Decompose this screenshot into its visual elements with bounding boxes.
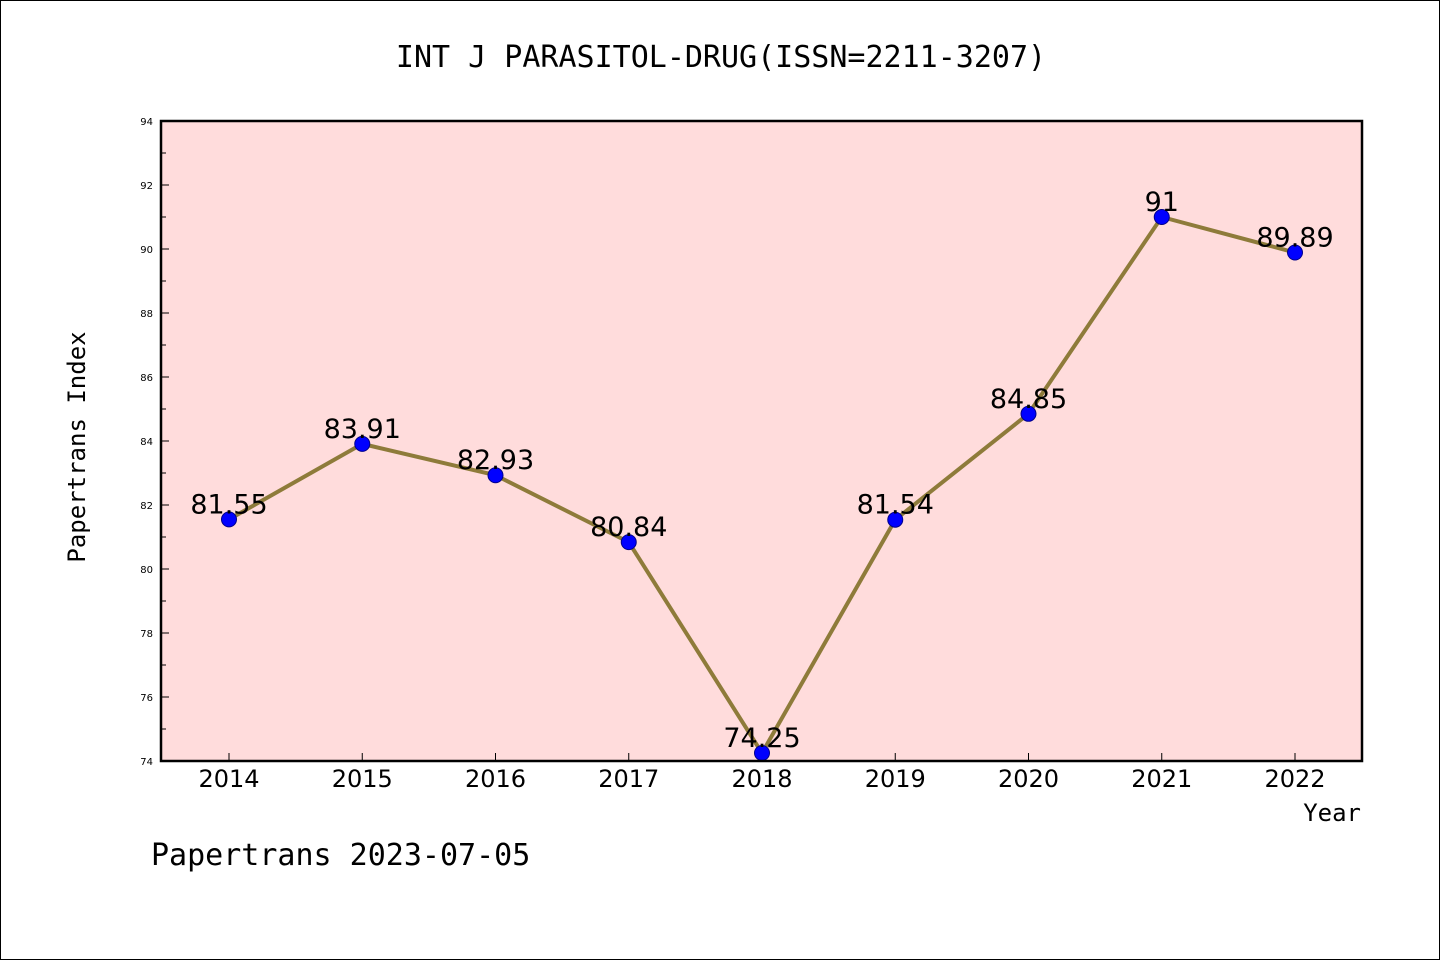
y-tick-label: 84 [140, 437, 153, 448]
data-point [221, 511, 237, 528]
y-axis-label: Papertrans Index [63, 331, 91, 562]
y-tick-label: 92 [140, 181, 153, 192]
x-tick-label: 2017 [598, 765, 659, 793]
y-tick-label: 86 [140, 373, 153, 384]
x-axis-label: Year [1303, 799, 1361, 827]
y-axis-ticks: 74 76 78 80 82 84 86 88 90 92 94 [140, 117, 169, 768]
chart-title: INT J PARASITOL-DRUG(ISSN=2211-3207) [396, 40, 1046, 75]
y-tick-label: 94 [140, 117, 153, 128]
data-point [1287, 244, 1303, 261]
data-label: 91 [1145, 187, 1179, 218]
data-point [354, 435, 371, 452]
x-tick-label: 2015 [332, 765, 393, 793]
y-tick-label: 82 [140, 501, 153, 512]
data-labels: 81.55 83.91 82.93 80.84 74.25 81.54 84.85 91 89.… [190, 187, 1333, 754]
data-label: 82.93 [457, 445, 534, 476]
data-label: 81.55 [190, 489, 267, 520]
x-tick-label: 2019 [865, 765, 926, 793]
data-point [620, 534, 637, 551]
data-label: 81.54 [857, 490, 934, 521]
data-label: 84.85 [990, 384, 1067, 415]
x-tick-label: 2020 [998, 765, 1059, 793]
data-points [221, 209, 1303, 761]
y-tick-label: 80 [140, 565, 153, 576]
y-tick-label: 74 [140, 757, 153, 768]
y-tick-label: 88 [140, 309, 153, 320]
data-point [487, 467, 504, 484]
x-axis-ticks: 2014 2015 2016 2017 2018 2019 2020 2021 2022 [198, 753, 1326, 793]
data-label: 74.25 [723, 723, 800, 754]
x-tick-label: 2021 [1131, 765, 1192, 793]
y-tick-label: 90 [140, 245, 153, 256]
x-tick-label: 2022 [1264, 765, 1325, 793]
data-point [1153, 209, 1170, 225]
x-tick-label: 2016 [465, 765, 526, 793]
plot-border [159, 119, 1364, 763]
data-point [887, 511, 904, 528]
footer-text: Papertrans 2023-07-05 [151, 838, 530, 873]
y-tick-label: 76 [140, 693, 153, 704]
data-point [1020, 405, 1037, 422]
data-label: 89.89 [1256, 223, 1333, 254]
data-label: 80.84 [590, 512, 667, 543]
data-label: 83.91 [324, 414, 401, 445]
y-tick-label: 78 [140, 629, 153, 640]
x-tick-label: 2018 [731, 765, 792, 793]
x-tick-label: 2014 [198, 765, 259, 793]
